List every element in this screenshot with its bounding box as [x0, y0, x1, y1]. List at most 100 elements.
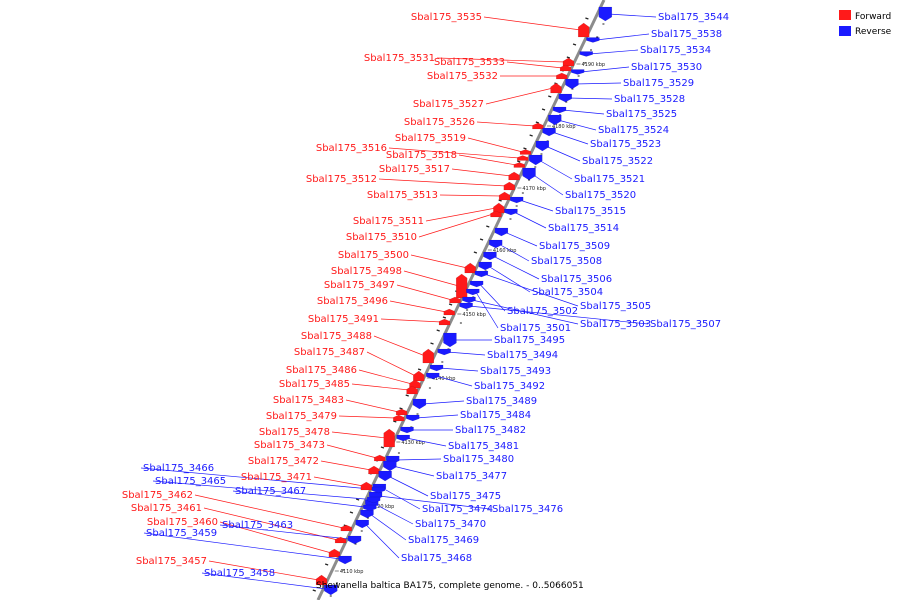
gene-label: Sbal175_3479	[266, 411, 337, 422]
reverse-connector	[387, 475, 429, 497]
reverse-gene-arrow	[535, 140, 550, 152]
forward-connector	[345, 399, 399, 413]
reverse-connector	[471, 299, 579, 325]
reverse-gene-arrow	[469, 280, 484, 288]
forward-connector	[338, 415, 396, 419]
forward-gene-arrow	[562, 57, 575, 67]
gene-label: Sbal175_3500	[338, 250, 409, 261]
forward-gene-arrow	[340, 524, 353, 532]
forward-connector	[378, 178, 507, 187]
forward-gene-arrow	[383, 428, 395, 448]
forward-gene-arrow	[328, 548, 341, 558]
reverse-gene-arrow	[400, 426, 414, 434]
tick-label: 4180 kbp	[552, 124, 576, 130]
gene-label: Sbal175_3508	[531, 256, 602, 267]
forward-connector	[373, 335, 426, 357]
gene-label: Sbal175_3466	[143, 463, 214, 474]
forward-connector	[439, 194, 502, 197]
gene-label: Sbal175_3492	[474, 381, 545, 392]
reverse-gene-arrow	[459, 302, 473, 310]
gene-label: Sbal175_3521	[574, 174, 645, 185]
forward-gene-arrow	[559, 64, 572, 72]
minor-mark	[312, 589, 316, 592]
forward-gene-arrow	[443, 308, 455, 316]
legend: Forward Reverse	[839, 10, 892, 37]
forward-gene-arrow	[373, 454, 386, 462]
forward-gene-arrow	[464, 262, 476, 274]
forward-connector	[396, 284, 453, 301]
reverse-connector	[574, 82, 622, 85]
reverse-gene-arrow	[586, 37, 600, 43]
forward-gene-arrow	[556, 72, 568, 80]
reverse-connector	[589, 49, 639, 55]
forward-connector	[331, 431, 387, 439]
reverse-gene-arrow	[366, 496, 381, 504]
legend-forward-swatch	[839, 10, 851, 20]
reverse-gene-arrow	[338, 555, 352, 565]
reverse-gene-arrow	[412, 398, 427, 410]
forward-connector	[476, 121, 535, 127]
reverse-gene-arrow	[360, 509, 374, 519]
forward-connector	[380, 318, 442, 323]
legend-reverse-label: Reverse	[855, 27, 892, 37]
gene-label: Sbal175_3534	[640, 45, 711, 56]
reverse-connector	[519, 199, 554, 212]
gene-label: Sbal175_3531	[364, 53, 435, 64]
reverse-gene-arrow	[548, 114, 562, 126]
reverse-gene-arrow	[347, 535, 362, 545]
gene-label: Sbal175_3509	[539, 241, 610, 252]
reverse-gene-arrow	[552, 106, 567, 114]
minor-mark	[324, 563, 329, 566]
gene-label: Sbal175_3535	[411, 12, 482, 23]
forward-gene-arrow	[503, 181, 516, 191]
forward-connector	[458, 154, 517, 166]
gene-label: Sbal175_3465	[155, 476, 226, 487]
gene-label: Sbal175_3477	[436, 471, 507, 482]
reverse-gene-arrow	[426, 372, 440, 380]
reverse-connector	[395, 458, 442, 461]
forward-connector	[351, 383, 410, 391]
forward-gene-arrow	[422, 348, 435, 364]
gene-label: Sbal175_3507	[650, 319, 721, 330]
minor-mark	[541, 108, 546, 111]
gene-label: Sbal175_3544	[658, 12, 729, 23]
tick-label: 4150 kbp	[462, 312, 486, 318]
gene-label: Sbal175_3480	[443, 454, 514, 465]
reverse-gene-arrow	[488, 239, 503, 249]
forward-connector	[388, 147, 520, 159]
forward-connector	[320, 460, 372, 471]
tick-label: 4110 kbp	[340, 569, 364, 575]
gene-label: Sbal175_3538	[651, 29, 722, 40]
gene-label: Sbal175_3517	[379, 164, 450, 175]
gene-label: Sbal175_3493	[480, 366, 551, 377]
gene-label: Sbal175_3459	[146, 528, 217, 539]
gene-label: Sbal175_3472	[248, 456, 319, 467]
reverse-gene-arrow	[565, 78, 579, 90]
gene-label: Sbal175_3497	[324, 280, 395, 291]
gene-label: Sbal175_3494	[487, 350, 558, 361]
reverse-connector	[447, 351, 486, 356]
reverse-connector	[439, 367, 479, 372]
minor-mark	[473, 251, 478, 254]
forward-gene-arrow	[508, 171, 520, 181]
minor-mark	[436, 329, 440, 332]
reverse-gene-arrow	[558, 93, 572, 103]
forward-connector	[483, 16, 581, 31]
minor-mark	[355, 498, 360, 501]
gene-label: Sbal175_3525	[606, 109, 677, 120]
reverse-connector	[484, 273, 579, 307]
legend-forward-label: Forward	[855, 12, 891, 22]
forward-connector	[451, 168, 512, 177]
reverse-connector	[219, 524, 358, 541]
reverse-connector	[538, 159, 573, 180]
forward-connector	[366, 351, 416, 377]
forward-connector	[358, 369, 413, 385]
minor-mark	[585, 17, 589, 20]
forward-gene-arrow	[516, 155, 529, 161]
minor-mark	[529, 134, 533, 137]
gene-label: Sbal175_3469	[408, 535, 479, 546]
gene-label: Sbal175_3462	[122, 490, 193, 501]
reverse-connector	[580, 66, 630, 73]
reverse-gene-arrow	[429, 364, 444, 372]
gene-label: Sbal175_3526	[404, 117, 475, 128]
